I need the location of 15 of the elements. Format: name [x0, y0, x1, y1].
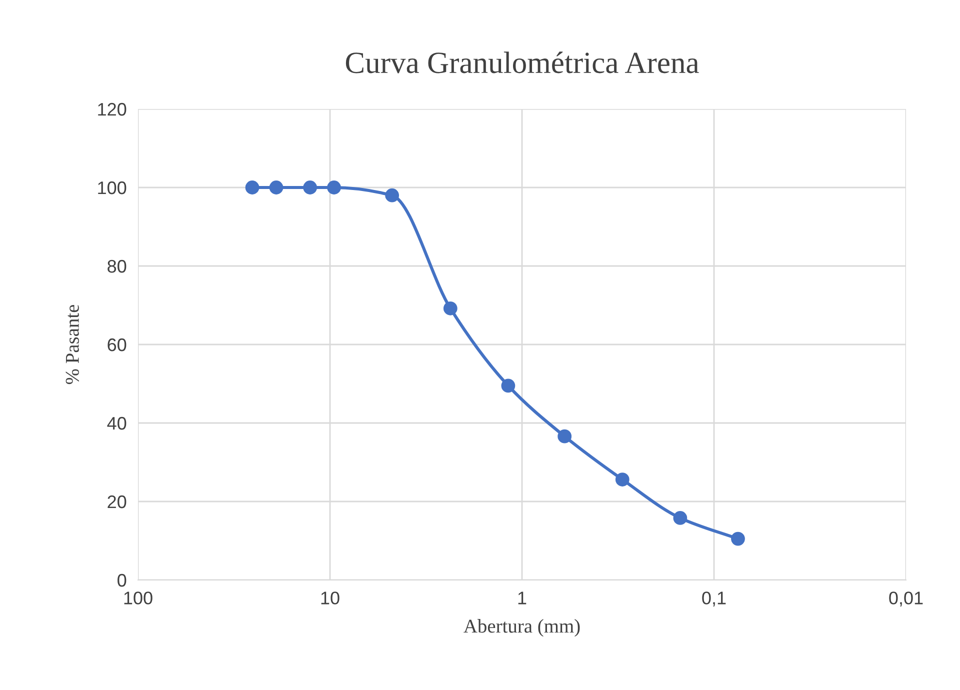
x-axis-title: Abertura (mm)	[464, 619, 580, 637]
y-axis-title: % Pasante	[66, 304, 79, 384]
y-tick-label: 40	[107, 416, 126, 430]
x-tick-label: 0,01	[889, 592, 923, 607]
y-tick-label: 120	[98, 102, 126, 116]
y-tick-label: 100	[98, 181, 126, 194]
y-tick-label: 80	[108, 260, 126, 273]
x-tick-label: 1	[518, 592, 526, 604]
x-tick-label: 0,1	[702, 592, 726, 607]
y-tick-label: 0	[118, 574, 126, 587]
y-tick-label: 20	[108, 495, 126, 508]
x-tick-label: 10	[321, 592, 340, 604]
x-tick-label: 100	[124, 592, 152, 604]
chart-title: Curva Granulométrica Arena	[346, 52, 699, 74]
y-tick-label: 60	[108, 338, 126, 352]
